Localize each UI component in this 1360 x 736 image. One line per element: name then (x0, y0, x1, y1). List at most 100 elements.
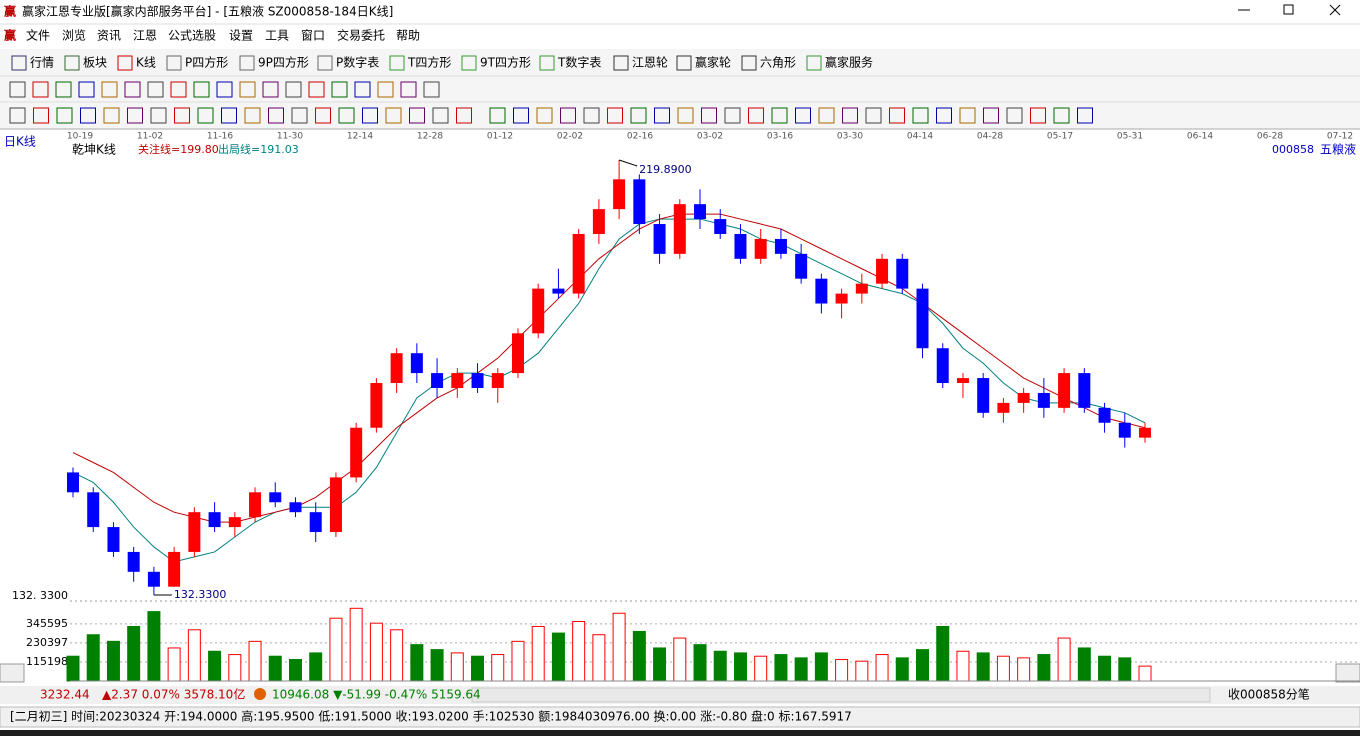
tool-icon[interactable] (865, 107, 882, 124)
toolbar-icon[interactable] (11, 55, 27, 71)
menu-item[interactable]: 设置 (229, 29, 253, 43)
tool-icon[interactable] (285, 81, 302, 98)
tool-icon[interactable] (1053, 107, 1070, 124)
tool-icon[interactable] (456, 107, 472, 124)
tool-icon[interactable] (912, 107, 929, 124)
toolbar-button[interactable]: 9T四方形 (480, 55, 531, 70)
tool-icon[interactable] (842, 107, 858, 124)
toolbar-icon[interactable] (461, 55, 477, 71)
tool-icon[interactable] (489, 107, 506, 124)
tool-icon[interactable] (889, 107, 905, 124)
menu-item[interactable]: 帮助 (396, 29, 420, 43)
tool-icon[interactable] (127, 107, 143, 124)
tool-icon[interactable] (818, 107, 835, 124)
toolbar-icon[interactable] (317, 55, 333, 71)
scrollbar[interactable] (471, 687, 1211, 703)
tool-icon[interactable] (983, 107, 999, 124)
toolbar-button[interactable]: K线 (136, 56, 156, 70)
tool-icon[interactable] (9, 107, 26, 124)
tool-icon[interactable] (315, 107, 331, 124)
toolbar-icon[interactable] (806, 55, 822, 71)
tool-icon[interactable] (677, 107, 694, 124)
tool-icon[interactable] (239, 81, 256, 98)
toolbar-icon[interactable] (239, 55, 255, 71)
tool-icon[interactable] (80, 107, 96, 124)
menu-item[interactable]: 浏览 (62, 28, 86, 43)
tool-icon[interactable] (607, 107, 623, 124)
window-controls[interactable] (1238, 4, 1341, 16)
toolbar-button[interactable]: T四方形 (407, 55, 451, 70)
tool-icon[interactable] (748, 107, 764, 124)
tool-icon[interactable] (33, 107, 49, 124)
toolbar-icon[interactable] (389, 55, 405, 71)
tool-icon[interactable] (1006, 107, 1023, 124)
ticker-button[interactable]: 收000858分笔 (1228, 687, 1310, 702)
tool-icon[interactable] (795, 107, 811, 124)
menu-item[interactable]: 江恩 (133, 29, 157, 43)
tool-icon[interactable] (513, 107, 529, 124)
menu-item[interactable]: 工具 (265, 29, 289, 43)
tool-icon[interactable] (174, 107, 190, 124)
tool-icon[interactable] (124, 81, 141, 98)
toolbar-button[interactable]: P数字表 (336, 55, 379, 70)
menu-item[interactable]: 文件 (26, 28, 50, 43)
tool-icon[interactable] (959, 107, 976, 124)
tool-icon[interactable] (400, 81, 417, 98)
tool-icon[interactable] (262, 81, 279, 98)
tool-icon[interactable] (103, 107, 120, 124)
tool-icon[interactable] (701, 107, 717, 124)
tool-icon[interactable] (150, 107, 167, 124)
toolbar-icon[interactable] (117, 55, 133, 71)
toolbar-button[interactable]: 赢家服务 (825, 55, 873, 70)
tool-icon[interactable] (583, 107, 600, 124)
tool-icon[interactable] (385, 107, 402, 124)
toolbar-icon[interactable] (64, 55, 80, 71)
tool-icon[interactable] (724, 107, 741, 124)
toolbar-icon[interactable] (676, 55, 692, 71)
menu-item[interactable]: 交易委托 (337, 28, 385, 43)
tool-icon[interactable] (1030, 107, 1046, 124)
scroll-button[interactable] (1335, 663, 1360, 683)
toolbar-icon[interactable] (166, 55, 182, 71)
toolbar-button[interactable]: 板块 (83, 56, 107, 70)
toolbar-button[interactable]: 行情 (30, 56, 54, 70)
toolbar-button[interactable]: 六角形 (760, 56, 796, 70)
menu-item[interactable]: 窗口 (301, 29, 325, 43)
tool-icon[interactable] (78, 81, 95, 98)
tool-icon[interactable] (221, 107, 237, 124)
tool-icon[interactable] (193, 81, 210, 98)
tool-icon[interactable] (331, 81, 348, 98)
tool-icon[interactable] (536, 107, 553, 124)
tool-icon[interactable] (216, 81, 233, 98)
tool-icon[interactable] (432, 107, 449, 124)
toolbar-button[interactable]: 9P四方形 (258, 55, 309, 70)
scroll-button[interactable] (0, 663, 25, 683)
tool-icon[interactable] (377, 81, 394, 98)
tool-icon[interactable] (354, 81, 371, 98)
tool-icon[interactable] (423, 81, 440, 98)
tool-icon[interactable] (771, 107, 788, 124)
tool-icon[interactable] (32, 81, 49, 98)
toolbar-button[interactable]: 赢家轮 (695, 55, 731, 70)
toolbar-icon[interactable] (613, 55, 629, 71)
tool-icon[interactable] (147, 81, 164, 98)
toolbar-button[interactable]: 江恩轮 (632, 56, 668, 70)
tool-icon[interactable] (291, 107, 308, 124)
menu-item[interactable]: 资讯 (97, 29, 121, 43)
tool-icon[interactable] (9, 81, 26, 98)
tool-icon[interactable] (409, 107, 425, 124)
tool-icon[interactable] (1077, 107, 1093, 124)
tool-icon[interactable] (197, 107, 214, 124)
tool-icon[interactable] (244, 107, 261, 124)
toolbar-icon[interactable] (741, 55, 757, 71)
tool-icon[interactable] (268, 107, 284, 124)
menu-item[interactable]: 公式选股 (168, 29, 216, 43)
tool-icon[interactable] (170, 81, 187, 98)
tool-icon[interactable] (560, 107, 576, 124)
tool-icon[interactable] (56, 107, 73, 124)
tool-icon[interactable] (936, 107, 952, 124)
toolbar-icon[interactable] (539, 55, 555, 71)
toolbar-button[interactable]: P四方形 (185, 55, 228, 70)
tool-icon[interactable] (308, 81, 325, 98)
tool-icon[interactable] (101, 81, 118, 98)
